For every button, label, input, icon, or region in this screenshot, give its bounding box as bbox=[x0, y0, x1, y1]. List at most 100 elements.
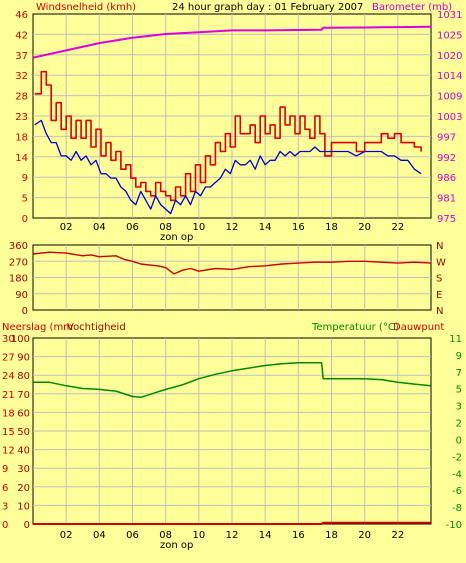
temperature-y-tick-label: 7 bbox=[456, 368, 462, 379]
climate-x-tick-label: 22 bbox=[391, 530, 404, 541]
climate-x-tick-label: 12 bbox=[226, 530, 239, 541]
wind-x-tick-label: 18 bbox=[325, 222, 338, 233]
wind-x-tick-label: 16 bbox=[292, 222, 305, 233]
wind-x-tick-label: 10 bbox=[192, 222, 205, 233]
wind-y-tick-label: 37 bbox=[15, 51, 28, 62]
compass-tick-label: S bbox=[436, 274, 442, 285]
climate-x-tick-label: 04 bbox=[93, 530, 106, 541]
barometer-axis-title: Barometer (mb) bbox=[372, 2, 452, 13]
wind-x-tick-label: 12 bbox=[226, 222, 239, 233]
barometer-y-tick-label: 997 bbox=[437, 132, 456, 143]
humidity-y-tick-label: 70 bbox=[17, 390, 30, 401]
barometer-y-tick-label: 986 bbox=[437, 173, 456, 184]
rain-y-tick-label: 27 bbox=[2, 353, 15, 364]
rain-y-tick-label: 9 bbox=[2, 464, 8, 475]
temperature-y-tick-label: -10 bbox=[446, 520, 462, 531]
rain-y-tick-label: 24 bbox=[2, 371, 15, 382]
wind-direction-line bbox=[32, 251, 432, 275]
wind-y-tick-label: 32 bbox=[15, 71, 28, 82]
temperature-y-tick-label: 5 bbox=[456, 385, 462, 396]
wind-gust-line bbox=[34, 70, 422, 202]
rain-y-tick-label: 0 bbox=[2, 520, 8, 531]
compass-tick-label: N bbox=[436, 306, 443, 317]
wind-x-tick-label: 08 bbox=[159, 222, 172, 233]
humidity-y-tick-label: 80 bbox=[17, 371, 30, 382]
wind-y-tick-label: 23 bbox=[15, 112, 28, 123]
wind-x-tick-label: 14 bbox=[259, 222, 272, 233]
humidity-y-tick-label: 20 bbox=[17, 483, 30, 494]
wind-y-tick-label: 9 bbox=[22, 173, 28, 184]
barometer-y-tick-label: 1020 bbox=[437, 51, 462, 62]
humidity-y-tick-label: 50 bbox=[17, 427, 30, 438]
climate-x-tick-label: 06 bbox=[126, 530, 139, 541]
climate-x-tick-label: 08 bbox=[159, 530, 172, 541]
temperature-y-tick-label: -2 bbox=[452, 452, 462, 463]
barometer-y-tick-label: 1003 bbox=[437, 112, 462, 123]
wind-y-tick-label: 5 bbox=[22, 194, 28, 205]
barometer-line bbox=[32, 25, 432, 59]
climate-x-tick-label: 14 bbox=[259, 530, 272, 541]
climate-x-tick-label: 16 bbox=[292, 530, 305, 541]
temperature-y-tick-label: 9 bbox=[456, 351, 462, 362]
barometer-y-tick-label: 992 bbox=[437, 153, 456, 164]
rain-y-tick-label: 15 bbox=[2, 427, 15, 438]
direction-y-tick-label: 360 bbox=[9, 241, 28, 252]
barometer-y-tick-label: 1014 bbox=[437, 71, 462, 82]
rain-y-tick-label: 3 bbox=[2, 501, 8, 512]
temperature-line bbox=[33, 362, 432, 399]
temperature-y-tick-label: -6 bbox=[452, 486, 462, 497]
barometer-y-tick-label: 1025 bbox=[437, 30, 462, 41]
humidity-y-tick-label: 40 bbox=[17, 446, 30, 457]
wind-y-tick-label: 14 bbox=[15, 153, 28, 164]
barometer-y-tick-label: 1009 bbox=[437, 92, 462, 103]
rain-y-tick-label: 12 bbox=[2, 446, 15, 457]
barometer-y-tick-label: 975 bbox=[437, 214, 456, 225]
wind-x-tick-label: 20 bbox=[358, 222, 371, 233]
climate-x-tick-label: 20 bbox=[358, 530, 371, 541]
sunrise-label-bottom: zon op bbox=[160, 540, 193, 551]
barometer-y-tick-label: 981 bbox=[437, 194, 456, 205]
wind-speed-axis-title: Windsnelheid (kmh) bbox=[36, 2, 136, 13]
barometer-y-tick-label: 1031 bbox=[437, 10, 462, 21]
temperature-y-tick-label: -8 bbox=[452, 503, 462, 514]
sunrise-label-top: zon op bbox=[160, 232, 193, 243]
climate-x-tick-label: 18 bbox=[325, 530, 338, 541]
humidity-y-tick-label: 60 bbox=[17, 408, 30, 419]
wind-y-tick-label: 0 bbox=[22, 214, 28, 225]
dewpoint-axis-title: Dauwpunt bbox=[393, 322, 444, 333]
temperature-axis-title: Temperatuur (°C) bbox=[311, 322, 399, 333]
wind-y-tick-label: 42 bbox=[15, 30, 28, 41]
temperature-y-tick-label: 3 bbox=[456, 402, 462, 413]
rain-line bbox=[33, 521, 431, 525]
wind-y-tick-label: 46 bbox=[15, 10, 28, 21]
wind-y-tick-label: 28 bbox=[15, 92, 28, 103]
rain-y-tick-label: 6 bbox=[2, 483, 8, 494]
compass-tick-label: W bbox=[436, 257, 446, 268]
humidity-y-tick-label: 10 bbox=[17, 501, 30, 512]
rain-y-tick-label: 21 bbox=[2, 390, 15, 401]
wind-barometer-panel: 0 5 9 14 18 23 28 32 37 42 46 975 981 986 992 997 1003 10… bbox=[15, 10, 462, 233]
temperature-y-tick-label: 0 bbox=[456, 435, 462, 446]
temperature-y-tick-label: -4 bbox=[452, 469, 462, 480]
temperature-y-tick-label: 2 bbox=[456, 419, 462, 430]
humidity-y-tick-label: 100 bbox=[11, 334, 30, 345]
wind-x-tick-label: 22 bbox=[391, 222, 404, 233]
chart-title: 24 hour graph day : 01 February 2007 bbox=[172, 2, 363, 13]
wind-x-tick-label: 06 bbox=[126, 222, 139, 233]
wind-x-tick-label: 04 bbox=[93, 222, 106, 233]
compass-tick-label: E bbox=[436, 290, 442, 301]
rain-y-tick-label: 18 bbox=[2, 408, 15, 419]
wind-x-tick-label: 02 bbox=[60, 222, 73, 233]
climate-x-tick-label: 10 bbox=[192, 530, 205, 541]
wind-speed-line bbox=[34, 119, 422, 215]
climate-x-tick-label: 02 bbox=[60, 530, 73, 541]
compass-tick-label: N bbox=[436, 241, 443, 252]
wind-y-tick-label: 18 bbox=[15, 132, 28, 143]
direction-y-tick-label: 180 bbox=[9, 274, 28, 285]
humidity-y-tick-label: 30 bbox=[17, 464, 30, 475]
humidity-axis-title: Vochtigheid bbox=[67, 322, 126, 333]
